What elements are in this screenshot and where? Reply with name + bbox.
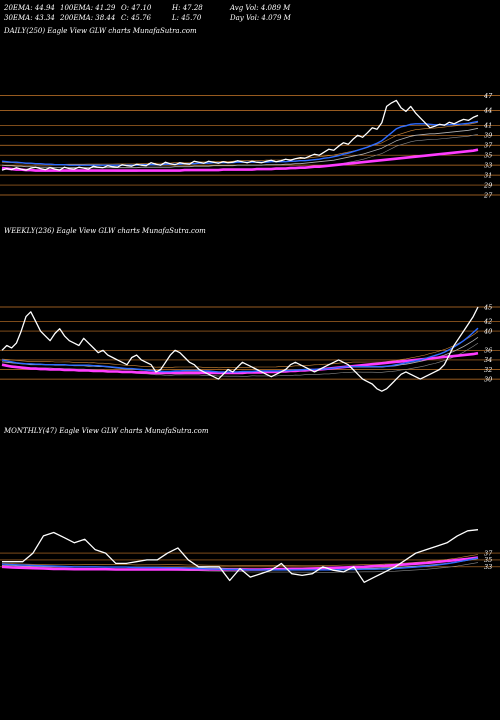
- weekly-ema-short-line: [1, 327, 479, 373]
- monthly-price-line: [2, 529, 479, 583]
- weekly-title: WEEKLY(236) Eagle View GLW charts Munafa…: [4, 227, 206, 235]
- weekly-y-tick-label: 34: [484, 356, 492, 364]
- weekly-ma-bundle-line: [1, 331, 479, 369]
- monthly-ma-bundle-line: [1, 554, 479, 566]
- weekly-y-tick-label: 32: [484, 366, 492, 374]
- monthly-y-tick-label: 33: [484, 563, 492, 571]
- weekly-ema-long-line: [1, 351, 479, 375]
- high-value: H: 47.28: [172, 4, 203, 12]
- daily-ema-long-line: [1, 148, 479, 172]
- header-row-1: 20EMA: 44.94 100EMA: 41.29 O: 47.10 H: 4…: [4, 4, 496, 13]
- weekly-price-line: [1, 306, 479, 392]
- monthly-ema-short-line: [1, 557, 479, 571]
- weekly-y-tick-label: 36: [484, 347, 492, 355]
- day-vol-value: Day Vol: 4.079 M: [230, 14, 291, 22]
- daily-y-tick-label: 31: [484, 171, 492, 179]
- daily-price-line: [1, 99, 479, 171]
- daily-y-tick-label: 33: [484, 161, 492, 169]
- header-row-2: 30EMA: 43.34 200EMA: 38.44 C: 45.76 L: 4…: [4, 14, 496, 23]
- close-value: C: 45.76: [121, 14, 151, 22]
- daily-y-tick-label: 44: [483, 107, 492, 115]
- daily-y-tick-label: 47: [483, 92, 493, 100]
- daily-y-tick-label: 29: [483, 181, 492, 189]
- monthly-y-tick-label: 37: [484, 549, 493, 557]
- monthly-y-tick-label: 35: [484, 556, 492, 564]
- weekly-ma-bundle-line: [1, 342, 479, 377]
- weekly-y-tick-label: 40: [483, 327, 492, 335]
- daily-title: DAILY(250) Eagle View GLW charts MunafaS…: [4, 27, 197, 35]
- avg-vol-value: Avg Vol: 4.089 M: [230, 4, 291, 12]
- daily-y-tick-label: 39: [484, 132, 492, 140]
- ema100-value: 100EMA: 41.29: [60, 4, 116, 12]
- ema20-value: 20EMA: 44.94: [4, 4, 55, 12]
- ema200-value: 200EMA: 38.44: [60, 14, 116, 22]
- daily-ema-short-line: [1, 120, 479, 166]
- low-value: L: 45.70: [172, 14, 202, 22]
- open-value: O: 47.10: [121, 4, 152, 12]
- daily-y-tick-label: 41: [483, 122, 492, 130]
- weekly-y-tick-label: 45: [483, 303, 492, 311]
- daily-y-tick-label: 27: [483, 191, 493, 199]
- daily-y-tick-label: 35: [484, 152, 492, 160]
- daily-ma-bundle-line: [1, 134, 479, 172]
- daily-y-tick-label: 37: [484, 142, 493, 150]
- monthly-title: MONTHLY(47) Eagle View GLW charts Munafa…: [4, 427, 209, 435]
- ema30-value: 30EMA: 43.34: [4, 14, 55, 22]
- weekly-y-tick-label: 30: [484, 375, 492, 383]
- weekly-y-tick-label: 42: [483, 318, 492, 326]
